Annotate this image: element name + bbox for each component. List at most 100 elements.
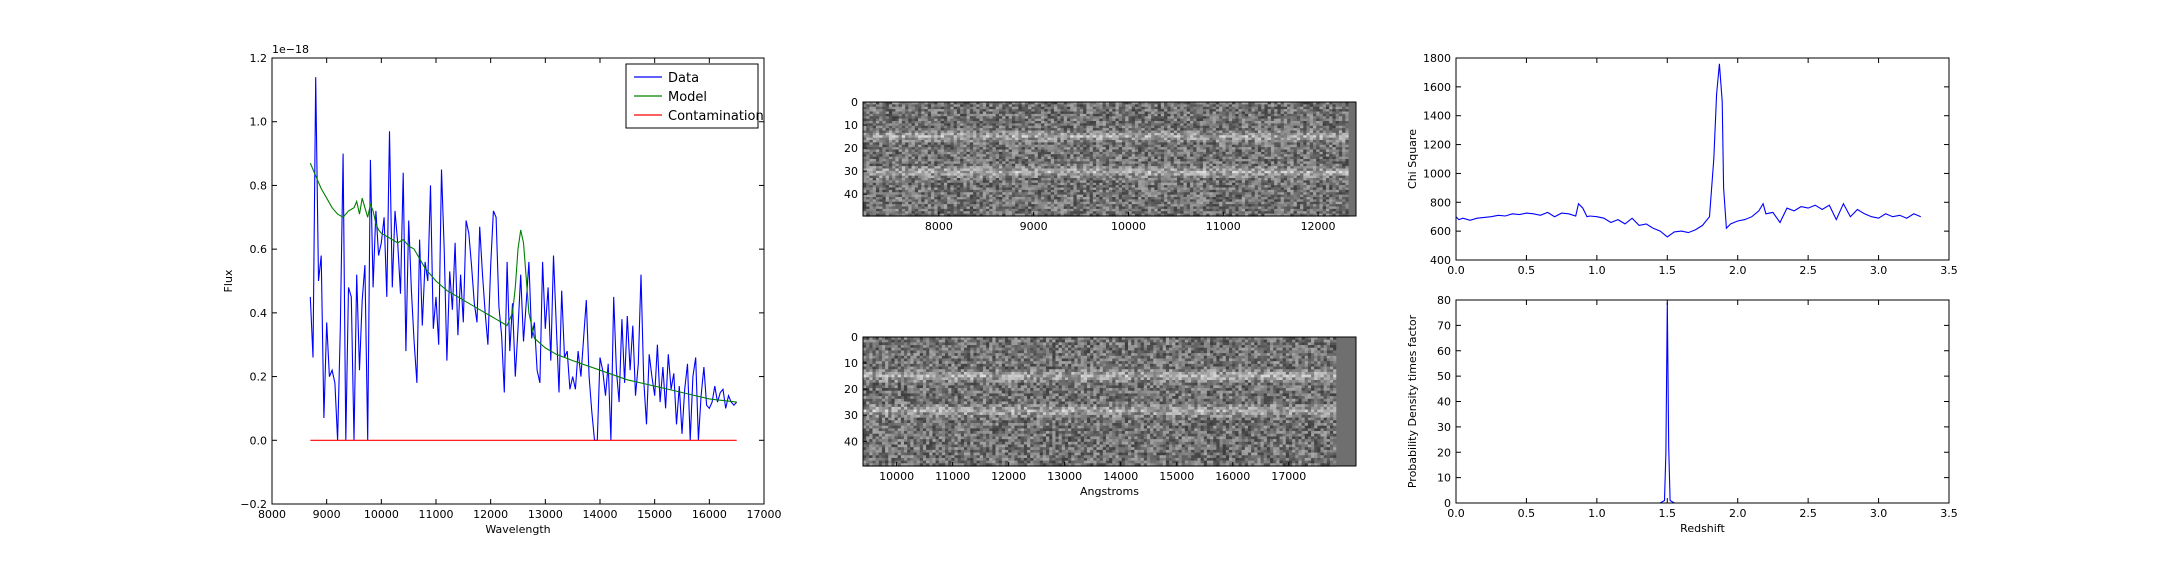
spectrum-ytick-label: 0.6 [250,243,268,256]
pixel-cell [927,130,932,134]
pixel-cell [908,116,913,120]
pixel-cell [1089,175,1094,179]
pixel-cell [930,142,935,146]
pixel-cell [1125,113,1130,117]
pixel-cell [1290,109,1295,113]
pixel-cell [1066,135,1071,139]
pixel-cell [1196,163,1201,167]
pixel-cell [1300,142,1304,146]
pixel-cell [1235,109,1240,113]
pixel-cell [1290,128,1295,132]
pixel-cell [875,123,880,127]
pixel-cell [1144,125,1149,129]
pixel-cell [956,104,961,108]
pixel-cell [1011,140,1016,143]
pixel-cell [1154,142,1159,146]
pixel-cell [1115,135,1120,139]
pixel-cell [1164,106,1168,110]
pixel-cell [989,144,994,148]
pixel-cell [1070,175,1075,179]
pixel-cell [905,123,909,127]
pixel-cell [1157,175,1162,179]
pixel-cell [1267,173,1272,177]
pixel-cell [1151,121,1155,124]
pixel-cell [1109,123,1113,127]
pixel-cell [956,178,961,181]
pixel-cell [1287,154,1291,158]
pixel-cell [1287,163,1291,167]
pixel-cell [892,159,896,162]
pixel-cell [1342,116,1346,120]
pixel-cell [1335,175,1340,179]
pixel-cell [1325,130,1330,134]
pixel-cell [1183,140,1188,143]
pixel-cell [1235,132,1240,136]
pixel-cell [892,137,896,141]
pixel-cell [1193,166,1198,170]
pixel-cell [885,128,890,132]
pixel-cell [1248,106,1253,110]
pixel-cell [1183,163,1188,167]
pixel-cell [995,132,1000,136]
pixel-cell [1335,104,1340,108]
pixel-cell [1083,113,1087,117]
pixel-cell [1047,142,1052,146]
pixel-cell [1173,130,1178,134]
pixel-cell [1086,178,1091,181]
pixel-cell [973,104,977,108]
pixel-cell [1183,102,1188,105]
pixel-cell [1170,175,1175,179]
pixel-cell [1270,173,1275,177]
pixel-cell [1209,163,1214,167]
pixel-cell [1283,118,1288,122]
pixel-cell [924,102,929,105]
pixel-cell [1125,118,1130,122]
pixel-cell [973,156,977,160]
pixel-cell [905,154,909,158]
pixel-cell [1141,130,1146,134]
pixel-cell [1131,178,1136,181]
pixel-cell [1138,135,1143,139]
pixel-cell [1199,151,1204,155]
pixel-cell [1251,132,1256,136]
pixel-cell [1044,156,1049,160]
pixel-cell [1105,106,1110,110]
pixel-cell [1332,170,1337,174]
pixel-cell [1005,159,1010,162]
pixel-cell [1112,123,1117,127]
pixel-cell [1306,159,1311,162]
pixel-cell [1199,106,1204,110]
pixel-cell [1309,104,1314,108]
pixel-cell [1322,118,1327,122]
pixel-cell [921,121,926,124]
pixel-cell [866,137,871,141]
pixel-cell [1024,111,1029,115]
pixel-cell [1312,106,1317,110]
pixel-cell [1037,175,1042,179]
pixel-cell [1335,142,1340,146]
pixel-cell [1131,118,1136,122]
pixel-cell [1054,151,1058,155]
pixel-cell [1325,116,1330,120]
pixel-cell [1264,168,1269,172]
pixel-cell [947,168,952,172]
pixel-cell [1257,109,1262,113]
pixel-cell [1105,156,1110,160]
pixel-cell [1338,159,1343,162]
pixel-cell [1092,151,1097,155]
pixel-cell [1225,130,1230,134]
pixel-cell [1257,163,1262,167]
pixel-cell [1134,175,1139,179]
pixel-cell [979,132,984,136]
pixel-cell [1345,130,1350,134]
pixel-cell [1121,178,1126,181]
pixel-cell [982,123,987,127]
pixel-cell [930,147,935,151]
pixel-cell [1147,118,1152,122]
pixel-cell [1115,170,1120,174]
pixel-cell [973,113,977,117]
pixel-cell [863,104,867,108]
pixel-cell [1170,144,1175,148]
pixel-cell [1063,132,1068,136]
pixel-cell [1015,137,1019,141]
